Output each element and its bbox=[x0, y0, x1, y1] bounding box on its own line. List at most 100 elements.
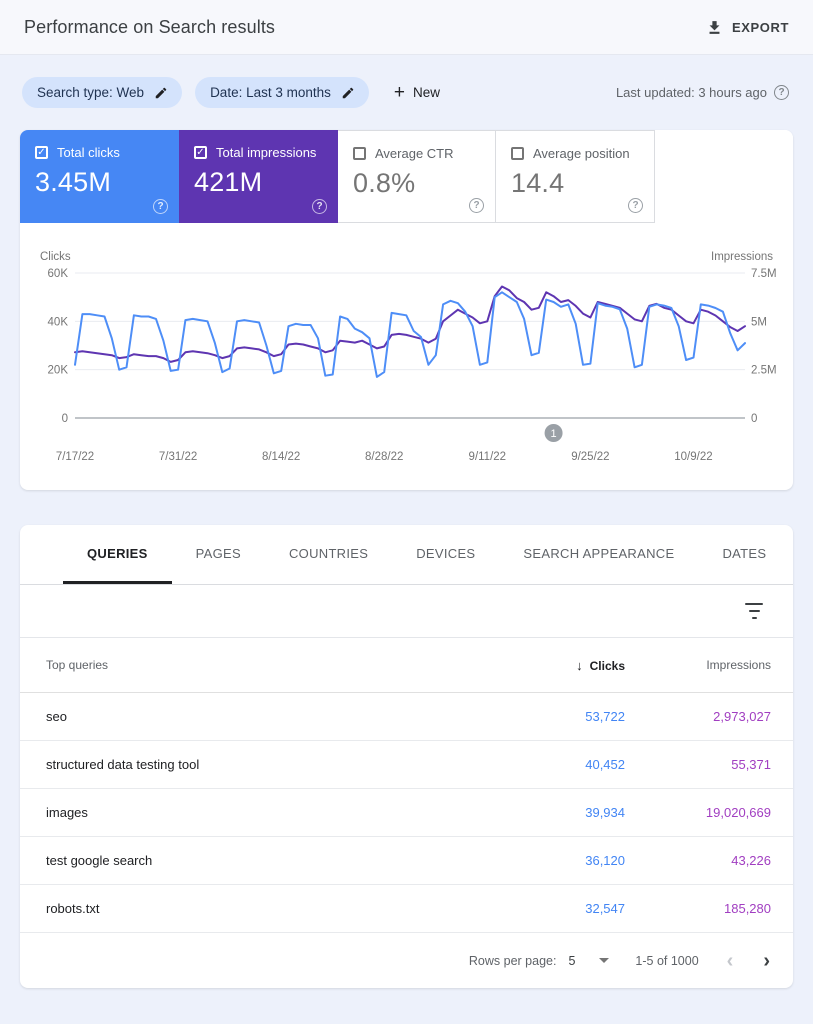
rows-per-page-label: Rows per page: bbox=[468, 953, 557, 968]
help-icon[interactable]: ? bbox=[469, 198, 484, 213]
last-updated-text: Last updated: 3 hours ago bbox=[615, 85, 767, 100]
download-icon bbox=[709, 20, 720, 34]
checkbox-checked-icon[interactable]: ✓ bbox=[194, 146, 207, 159]
date-range-chip[interactable]: Date: Last 3 months bbox=[195, 77, 369, 108]
annotation-badge[interactable] bbox=[544, 424, 563, 442]
metric-tiles: ✓ Total clicks 3.45M ? ✓ Total impressio… bbox=[20, 130, 793, 223]
total-clicks-line bbox=[74, 291, 746, 378]
metric-value: 3.45M bbox=[35, 167, 112, 197]
checkbox-checked-icon[interactable]: ✓ bbox=[35, 146, 48, 159]
new-filter-label: New bbox=[413, 85, 441, 100]
help-icon[interactable]: ? bbox=[312, 199, 327, 214]
tiles-spacer bbox=[655, 130, 793, 223]
table-row[interactable]: images 39,934 19,020,669 bbox=[20, 789, 793, 837]
search-type-chip[interactable]: Search type: Web bbox=[22, 77, 183, 108]
dimensions-table-card: QUERIES PAGES COUNTRIES DEVICES SEARCH A… bbox=[20, 525, 793, 988]
x-axis-tick: 8/28/22 bbox=[365, 451, 403, 463]
impressions-cell: 19,020,669 bbox=[705, 805, 771, 820]
table-header-row: Top queries ↓ Clicks Impressions bbox=[20, 638, 793, 693]
edit-pencil-icon bbox=[154, 86, 168, 100]
metric-label: Average CTR bbox=[375, 146, 454, 161]
plus-icon: + bbox=[393, 82, 405, 103]
dimension-tabs: QUERIES PAGES COUNTRIES DEVICES SEARCH A… bbox=[20, 525, 793, 585]
pagination-bar: Rows per page: 5 1-5 of 1000 ‹ › bbox=[20, 933, 793, 988]
clicks-cell: 53,722 bbox=[585, 709, 625, 724]
impressions-cell: 55,371 bbox=[731, 757, 771, 772]
left-axis-tick: 40K bbox=[48, 316, 69, 328]
metric-value: 14.4 bbox=[511, 168, 565, 198]
help-icon[interactable]: ? bbox=[774, 85, 789, 100]
tab-queries[interactable]: QUERIES bbox=[63, 525, 172, 584]
left-axis-title: Clicks bbox=[40, 251, 71, 263]
impressions-cell: 43,226 bbox=[731, 853, 771, 868]
checkbox-unchecked-icon[interactable] bbox=[511, 147, 524, 160]
performance-chart-card: ✓ Total clicks 3.45M ? ✓ Total impressio… bbox=[20, 130, 793, 490]
impressions-cell: 2,973,027 bbox=[713, 709, 771, 724]
left-axis-tick: 60K bbox=[48, 268, 69, 280]
tab-countries[interactable]: COUNTRIES bbox=[288, 545, 369, 561]
clicks-cell: 39,934 bbox=[585, 805, 625, 820]
rows-per-page-value[interactable]: 5 bbox=[568, 953, 576, 968]
help-icon[interactable]: ? bbox=[153, 199, 168, 214]
x-axis-tick: 7/31/22 bbox=[159, 451, 197, 463]
left-axis-tick: 0 bbox=[62, 413, 68, 425]
search-type-chip-label: Search type: Web bbox=[37, 85, 145, 100]
right-axis-tick: 2.5M bbox=[751, 365, 777, 377]
table-row[interactable]: structured data testing tool 40,452 55,3… bbox=[20, 741, 793, 789]
metric-tile-average-ctr[interactable]: Average CTR 0.8% ? bbox=[338, 130, 496, 223]
table-row[interactable]: test google search 36,120 43,226 bbox=[20, 837, 793, 885]
tab-search-appearance[interactable]: SEARCH APPEARANCE bbox=[523, 545, 675, 561]
query-cell: test google search bbox=[46, 853, 153, 868]
right-axis-tick: 5M bbox=[751, 316, 767, 328]
tab-pages[interactable]: PAGES bbox=[195, 545, 241, 561]
top-bar: Performance on Search results EXPORT bbox=[0, 0, 813, 55]
previous-page-button[interactable]: ‹ bbox=[726, 949, 734, 972]
metric-label: Total impressions bbox=[216, 145, 317, 160]
query-cell: structured data testing tool bbox=[46, 757, 200, 772]
table-row[interactable]: robots.txt 32,547 185,280 bbox=[20, 885, 793, 933]
date-range-chip-label: Date: Last 3 months bbox=[210, 85, 331, 100]
metric-label: Average position bbox=[533, 146, 630, 161]
filter-bar: Search type: Web Date: Last 3 months + N… bbox=[0, 55, 813, 130]
filter-list-icon[interactable] bbox=[745, 601, 763, 621]
checkbox-unchecked-icon[interactable] bbox=[353, 147, 366, 160]
query-cell: images bbox=[46, 805, 88, 820]
metric-value: 421M bbox=[194, 167, 263, 197]
table-row[interactable]: seo 53,722 2,973,027 bbox=[20, 693, 793, 741]
annotation-badge-label: 1 bbox=[551, 428, 557, 440]
clicks-cell: 32,547 bbox=[585, 901, 625, 916]
page-range-label: 1-5 of 1000 bbox=[635, 953, 699, 968]
x-axis-tick: 9/11/22 bbox=[469, 451, 507, 463]
impressions-cell: 185,280 bbox=[724, 901, 771, 916]
clicks-impressions-line-chart: 60K 7.5M 40K 5M 20K 2.5M 0 0 Clicks Impressions 7/… bbox=[40, 251, 777, 463]
help-icon[interactable]: ? bbox=[628, 198, 643, 213]
edit-pencil-icon bbox=[341, 86, 355, 100]
column-header-top-queries[interactable]: Top queries bbox=[46, 658, 109, 672]
x-axis-tick: 7/17/22 bbox=[56, 451, 94, 463]
metric-label: Total clicks bbox=[57, 145, 120, 160]
column-header-impressions[interactable]: Impressions bbox=[706, 658, 771, 672]
export-label: EXPORT bbox=[731, 19, 789, 35]
metric-value: 0.8% bbox=[353, 168, 416, 198]
x-axis-tick: 9/25/22 bbox=[571, 451, 609, 463]
column-header-clicks[interactable]: ↓ Clicks bbox=[576, 657, 625, 673]
export-button[interactable]: EXPORT bbox=[706, 19, 789, 36]
right-axis-tick: 0 bbox=[751, 413, 757, 425]
tab-dates[interactable]: DATES bbox=[722, 545, 767, 561]
metric-tile-total-clicks[interactable]: ✓ Total clicks 3.45M ? bbox=[20, 130, 179, 223]
metric-tile-average-position[interactable]: Average position 14.4 ? bbox=[496, 130, 655, 223]
rows-per-page-dropdown-caret-icon[interactable] bbox=[599, 958, 610, 963]
x-axis-tick: 10/9/22 bbox=[674, 451, 712, 463]
tab-devices[interactable]: DEVICES bbox=[416, 545, 476, 561]
new-filter-button[interactable]: + New bbox=[394, 83, 440, 102]
query-cell: seo bbox=[46, 709, 67, 724]
time-series-chart: 60K 7.5M 40K 5M 20K 2.5M 0 0 Clicks Impressions 7/… bbox=[20, 240, 793, 485]
query-cell: robots.txt bbox=[46, 901, 100, 916]
last-updated-area: Last updated: 3 hours ago ? bbox=[616, 85, 789, 100]
right-axis-title: Impressions bbox=[711, 251, 773, 263]
right-axis-tick: 7.5M bbox=[751, 268, 777, 280]
clicks-cell: 36,120 bbox=[585, 853, 625, 868]
next-page-button[interactable]: › bbox=[763, 949, 770, 972]
clicks-cell: 40,452 bbox=[585, 757, 625, 772]
metric-tile-total-impressions[interactable]: ✓ Total impressions 421M ? bbox=[179, 130, 338, 223]
